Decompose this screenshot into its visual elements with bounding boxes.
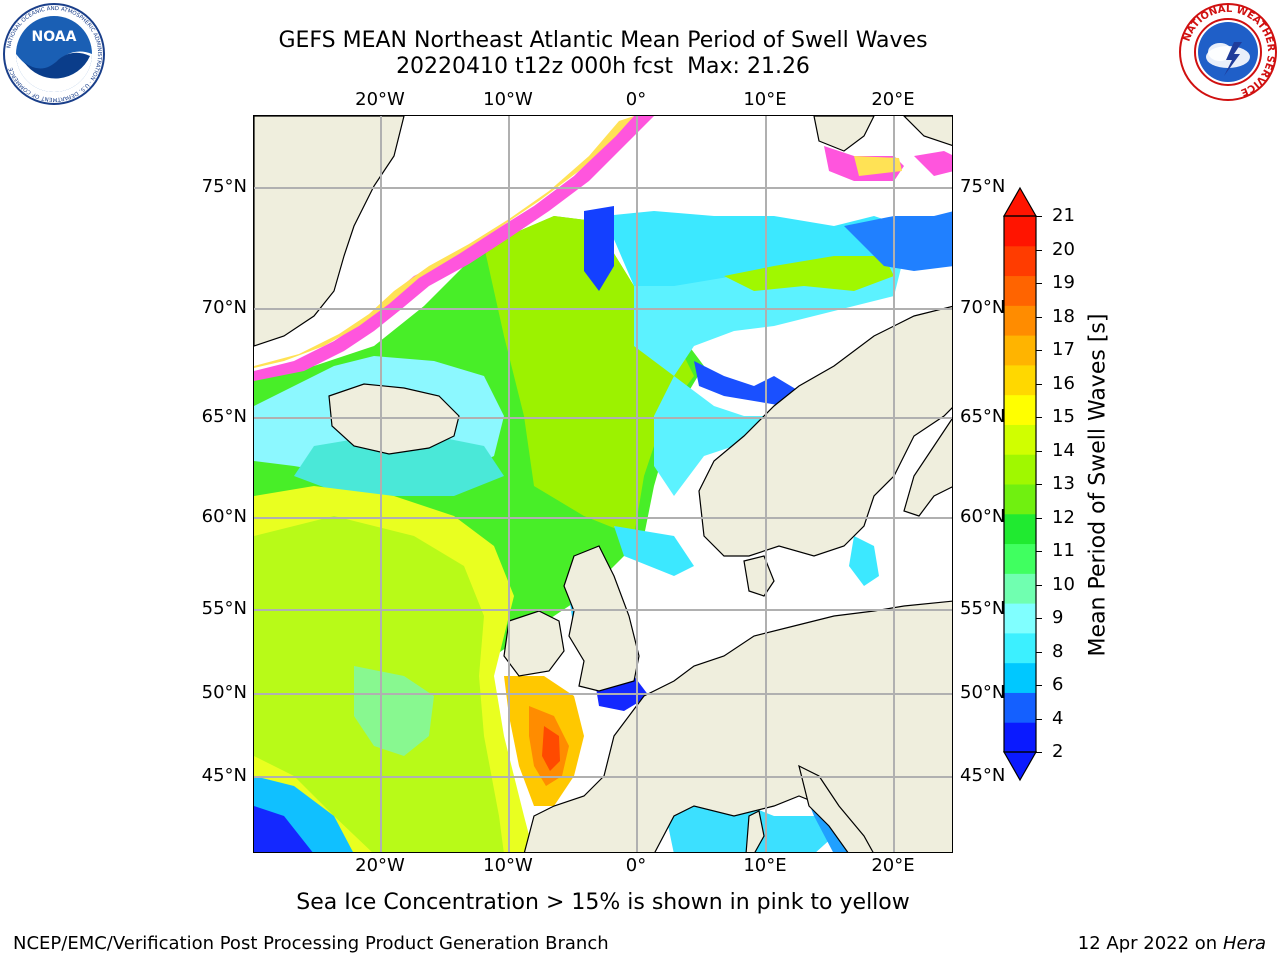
map-panel — [253, 115, 953, 853]
colorbar-segment — [1004, 454, 1036, 485]
colorbar-segment — [1004, 364, 1036, 396]
max-value: Max: 21.26 — [687, 54, 810, 79]
lon-label-bottom: 10°W — [483, 855, 533, 876]
swell-period-map — [254, 116, 952, 852]
forecast-date: 20220410 t12z 000h fcst — [396, 54, 674, 79]
producer-credit: NCEP/EMC/Verification Post Processing Pr… — [13, 933, 609, 954]
colorbar-tick-mark — [1036, 651, 1042, 653]
colorbar-tick-mark — [1036, 316, 1042, 318]
lat-label-right: 75°N — [960, 176, 1006, 197]
colorbar-tick-label: 11 — [1052, 540, 1075, 561]
colorbar-label: Mean Period of Swell Waves [s] — [1085, 313, 1111, 657]
lat-label-left: 70°N — [201, 297, 247, 318]
colorbar — [1002, 186, 1038, 782]
lon-label-top: 10°E — [743, 89, 787, 110]
lon-label-bottom: 10°E — [743, 855, 787, 876]
lon-label-top: 20°E — [871, 89, 915, 110]
lon-label-top: 10°W — [483, 89, 533, 110]
sea-ice-note: Sea Ice Concentration > 15% is shown in … — [296, 890, 910, 915]
sea-ice-edge — [254, 116, 952, 381]
lon-label-top: 0° — [625, 89, 647, 110]
colorbar-segment — [1004, 662, 1036, 693]
lon-label-bottom: 20°E — [871, 855, 915, 876]
lat-label-right: 60°N — [960, 506, 1006, 527]
lat-label-left: 75°N — [201, 176, 247, 197]
colorbar-segment — [1004, 603, 1036, 634]
colorbar-segment — [1004, 216, 1036, 247]
colorbar-tick-mark — [1036, 283, 1042, 284]
lon-label-bottom: 0° — [625, 855, 647, 876]
colorbar-tick-mark — [1036, 350, 1042, 351]
colorbar-tick-mark — [1036, 551, 1042, 552]
noaa-logo-text: NOAA — [32, 29, 77, 45]
colorbar-max-arrow — [1002, 186, 1038, 217]
generation-date: 12 Apr 2022 on Hera — [1077, 933, 1266, 954]
colorbar-tick-mark — [1036, 517, 1042, 519]
lat-label-right: 45°N — [960, 765, 1006, 786]
colorbar-tick-mark — [1036, 718, 1042, 720]
colorbar-tick-label: 15 — [1052, 406, 1075, 427]
colorbar-segment — [1004, 722, 1036, 753]
map-subtitle: 20220410 t12z 000h fcst Max: 21.26 — [253, 54, 953, 80]
colorbar-tick-mark — [1036, 752, 1042, 753]
colorbar-tick-label: 12 — [1052, 506, 1075, 528]
lat-label-right: 55°N — [960, 598, 1006, 619]
colorbar-tick-mark — [1036, 484, 1042, 485]
colorbar-segment — [1004, 573, 1036, 604]
colorbar-tick-label: 16 — [1052, 372, 1075, 394]
colorbar-tick-label: 4 — [1052, 707, 1064, 729]
colorbar-tick-label: 19 — [1052, 272, 1075, 293]
colorbar-segment — [1004, 305, 1036, 336]
map-title: GEFS MEAN Northeast Atlantic Mean Period… — [278, 28, 928, 53]
colorbar-tick-label: 21 — [1052, 205, 1075, 226]
lat-label-right: 65°N — [960, 406, 1006, 427]
colorbar-segment — [1004, 394, 1036, 425]
colorbar-tick-mark — [1036, 584, 1042, 586]
colorbar-tick-label: 18 — [1052, 305, 1075, 327]
colorbar-tick-label: 10 — [1052, 573, 1075, 595]
colorbar-segment — [1004, 484, 1036, 515]
colorbar-tick-mark — [1036, 417, 1042, 418]
colorbar-segment — [1004, 245, 1036, 277]
nws-logo: NATIONAL WEATHER SERVICE — [1179, 3, 1277, 101]
colorbar-tick-label: 14 — [1052, 439, 1075, 461]
colorbar-segment — [1004, 513, 1036, 545]
colorbar-tick-label: 8 — [1052, 640, 1064, 662]
colorbar-segments — [1004, 216, 1036, 753]
colorbar-segment — [1004, 275, 1036, 306]
colorbar-tick-label: 6 — [1052, 674, 1064, 695]
lat-label-left: 55°N — [201, 598, 247, 619]
swell-field — [254, 206, 952, 852]
colorbar-segment — [1004, 692, 1036, 723]
colorbar-tick-label: 13 — [1052, 473, 1075, 494]
noaa-logo: NOAA NATIONAL OCEANIC AND ATMOSPHERIC AD… — [3, 3, 105, 105]
lat-label-left: 65°N — [201, 406, 247, 427]
land — [254, 116, 952, 852]
graticule — [254, 116, 952, 852]
colorbar-segment — [1004, 424, 1036, 455]
colorbar-min-arrow — [1002, 751, 1038, 782]
colorbar-segment — [1004, 632, 1036, 664]
colorbar-tick-mark — [1036, 249, 1042, 251]
colorbar-segment — [1004, 543, 1036, 574]
lat-label-right: 50°N — [960, 682, 1006, 703]
colorbar-tick-label: 2 — [1052, 741, 1064, 762]
lat-label-left: 60°N — [201, 506, 247, 527]
colorbar-tick-mark — [1036, 216, 1042, 217]
lat-label-left: 45°N — [201, 765, 247, 786]
lon-label-bottom: 20°W — [355, 855, 405, 876]
lat-label-right: 70°N — [960, 297, 1006, 318]
colorbar-segment — [1004, 335, 1036, 366]
lon-label-top: 20°W — [355, 89, 405, 110]
colorbar-tick-mark — [1036, 618, 1042, 619]
lat-label-left: 50°N — [201, 682, 247, 703]
colorbar-tick-mark — [1036, 450, 1042, 452]
colorbar-tick-label: 9 — [1052, 607, 1064, 628]
colorbar-tick-label: 20 — [1052, 238, 1075, 260]
colorbar-tick-mark — [1036, 383, 1042, 385]
colorbar-tick-label: 17 — [1052, 339, 1075, 360]
colorbar-tick-mark — [1036, 685, 1042, 686]
